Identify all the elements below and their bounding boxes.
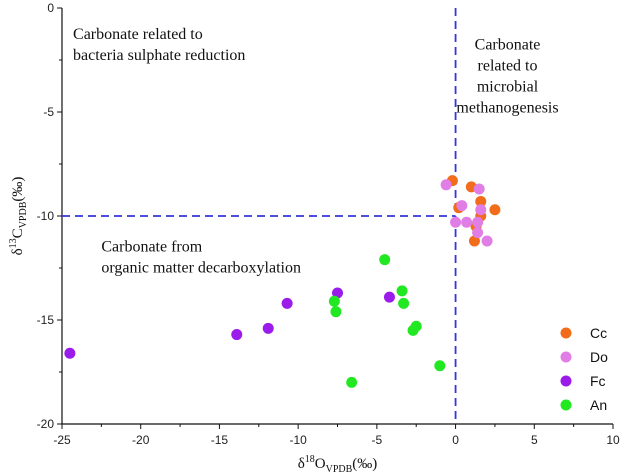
axis-title-superscript: 18 [305,454,315,465]
data-point-fc [231,329,243,341]
region-annotation: Carbonate from organic matter decarboxyla… [101,238,301,276]
data-point-do [450,216,462,228]
data-point-do [481,235,493,247]
axis-title-subscript: VPDB [18,201,29,228]
legend-label-do: Do [590,349,608,365]
region-annotation-line: methanogenesis [456,100,558,117]
data-point-do [472,216,484,228]
x-tick-label: -20 [132,433,150,447]
axis-title-subscript: VPDB [326,464,353,474]
y-tick-label: 0 [47,1,54,15]
legend-label-an: An [590,397,607,413]
axes: -25 -20 -15 -10 -5 0 5 10 0 -5 -10 -15 -20 [37,1,620,447]
legend-marker-cc [560,327,572,339]
x-tick-label: 5 [531,433,538,447]
data-point-fc [383,291,395,303]
legend-marker-do [560,351,572,363]
y-axis-title: δ13CVPDB(‰) [8,177,29,256]
y-tick-label: -15 [37,313,55,327]
region-annotation-line: Carbonate from [101,238,202,255]
y-tick-label: -5 [43,105,54,119]
region-annotation: Carbonate related to bacteria sulphate re… [73,26,245,64]
data-point-do [475,204,487,216]
data-point-an [396,285,408,297]
data-point-an [328,295,340,307]
data-point-do [472,227,484,239]
axis-title-unit: (‰) [10,177,26,202]
region-annotation-line: organic matter decarboxylation [101,259,301,276]
data-point-an [434,360,446,372]
data-point-an [346,376,358,388]
region-dividers [62,8,457,424]
data-point-cc [475,195,487,207]
x-tick-label: -5 [372,433,383,447]
data-point-an [379,254,391,266]
region-annotations: Carbonate related to bacteria sulphate re… [73,26,559,276]
x-tick-label: -10 [289,433,307,447]
legend-label-fc: Fc [590,373,606,389]
data-point-fc [64,347,76,359]
data-point-an [398,297,410,309]
region-annotation-line: related to [478,58,538,75]
x-axis-title: δ18OVPDB(‰) [298,454,378,474]
axis-title-symbol: δ [10,248,26,255]
axis-title-unit: (‰) [352,456,377,472]
axis-titles: δ18OVPDB(‰)δ13CVPDB(‰) [8,177,377,474]
data-point-do [461,216,473,228]
data-point-do [456,200,468,212]
region-annotation-line: Carbonate related to [73,26,203,43]
data-point-an [407,324,419,336]
data-point-an [330,306,342,318]
data-point-fc [281,297,293,309]
legend-label-cc: Cc [590,325,607,341]
axis-title-element: C [10,228,26,238]
region-annotation-line: bacteria sulphate reduction [73,47,245,64]
data-points [64,175,501,388]
x-tick-label: 0 [452,433,459,447]
data-point-cc [489,204,501,216]
region-annotation-line: Carbonate [475,37,541,54]
legend-marker-an [560,399,572,411]
legend: Cc Do Fc An [560,325,608,413]
axis-title-superscript: 13 [8,238,19,248]
axis-title-element: O [315,456,326,472]
data-point-do [440,179,452,191]
y-tick-label: -20 [37,417,55,431]
region-annotation: Carbonate related to microbial methanogenes… [456,37,558,117]
data-point-do [473,183,485,195]
x-tick-label: -25 [53,433,71,447]
data-point-fc [332,287,343,299]
y-tick-label: -10 [37,209,55,223]
axis-title-symbol: δ [298,456,305,472]
data-point-fc [262,322,274,334]
x-tick-label: 10 [606,433,620,447]
data-point-cc [468,235,480,247]
x-tick-label: -15 [211,433,229,447]
region-annotation-line: microbial [477,79,539,96]
legend-marker-fc [560,375,572,387]
